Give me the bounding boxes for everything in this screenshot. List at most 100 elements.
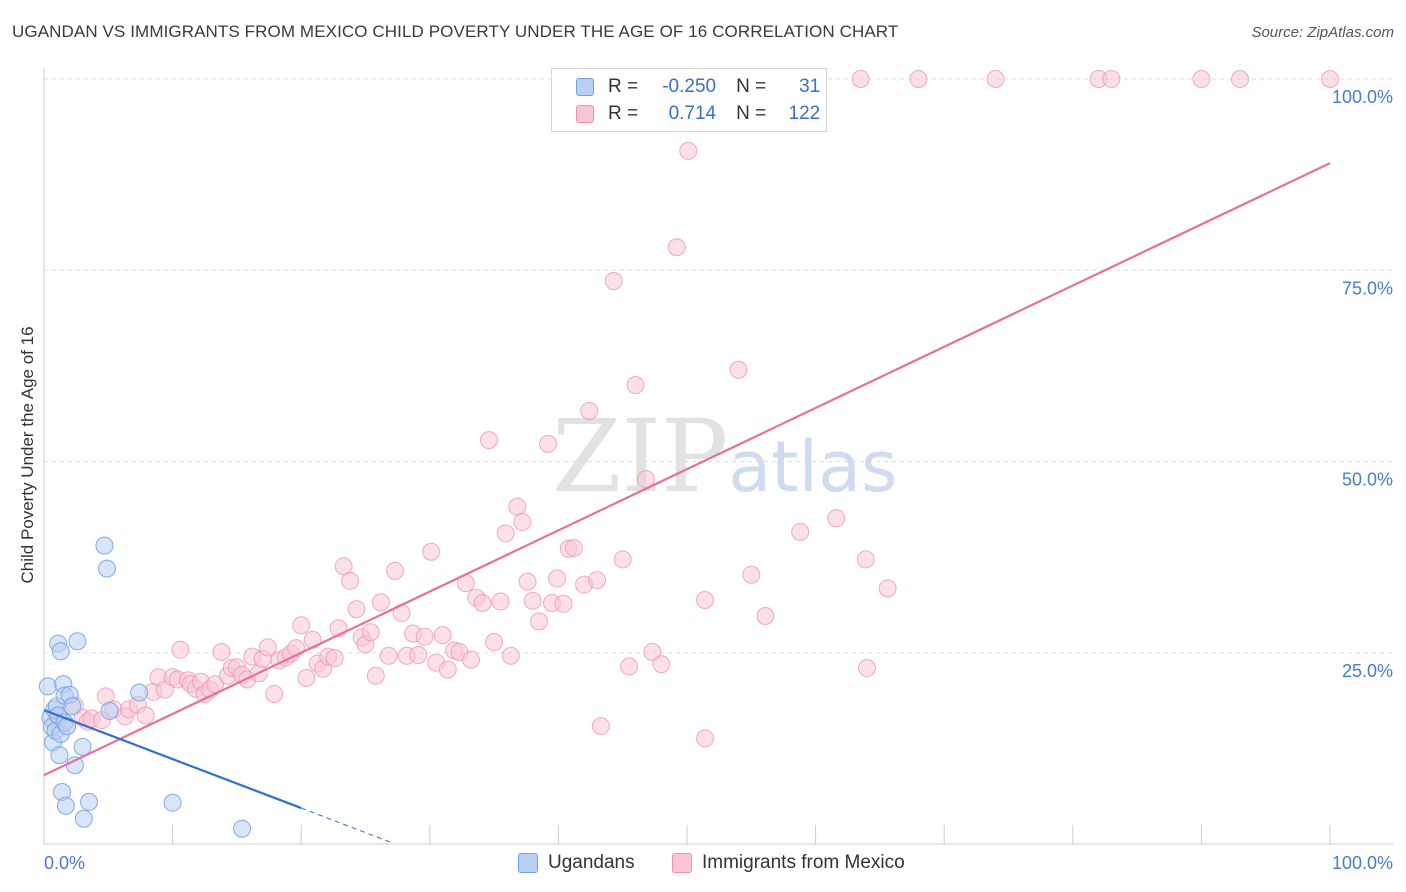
mexico-point bbox=[604, 271, 623, 290]
mexico-point bbox=[422, 542, 441, 561]
ugandan-point bbox=[130, 683, 149, 702]
ugandan-point bbox=[233, 819, 252, 838]
mexico-point bbox=[856, 550, 875, 569]
source-label: Source: ZipAtlas.com bbox=[1251, 24, 1394, 41]
mexico-point bbox=[366, 666, 385, 685]
legend-row-mexico: R = 0.714 N = 122 bbox=[576, 102, 820, 126]
mexico-point bbox=[415, 627, 434, 646]
mexico-point bbox=[461, 650, 480, 669]
legend-n-label: N = bbox=[736, 103, 767, 124]
ugandan-point bbox=[63, 697, 82, 716]
mexico-point bbox=[409, 646, 428, 665]
y-tick-label: 100.0% bbox=[1332, 87, 1393, 107]
mexico-point bbox=[791, 522, 810, 541]
tick-labels: 25.0% 50.0% 75.0% 100.0% 0.0% 100.0% bbox=[44, 87, 1393, 873]
y-tick-label: 25.0% bbox=[1342, 661, 1393, 681]
mexico-point bbox=[851, 70, 870, 88]
mexico-point bbox=[548, 569, 567, 588]
mexico-point bbox=[292, 616, 311, 635]
legend-label-ugandans: Ugandans bbox=[548, 852, 635, 873]
mexico-point bbox=[371, 593, 390, 612]
mexico-point bbox=[643, 642, 662, 661]
mexico-point bbox=[613, 550, 632, 569]
legend-r-label: R = bbox=[608, 103, 639, 124]
mexico-point bbox=[1321, 70, 1339, 88]
mexico-point bbox=[379, 646, 398, 665]
mexico-point bbox=[501, 646, 520, 665]
mexico-point bbox=[696, 590, 715, 609]
ugandan-point bbox=[68, 632, 87, 651]
mexico-point bbox=[473, 594, 492, 613]
ugandan-point bbox=[38, 677, 57, 696]
ugandan-point bbox=[98, 559, 117, 578]
legend-r-value: -0.250 bbox=[662, 76, 717, 97]
chart-title: UGANDAN VS IMMIGRANTS FROM MEXICO CHILD … bbox=[12, 22, 899, 41]
mexico-point bbox=[513, 512, 532, 531]
legend-swatch-blue bbox=[518, 853, 538, 873]
series-legend: Ugandans Immigrants from Mexico bbox=[0, 852, 1406, 878]
correlation-legend: R = -0.250 N = 31 R = 0.714 N = 122 bbox=[551, 68, 827, 132]
x-tick-label-min: 0.0% bbox=[44, 853, 85, 873]
legend-swatch-blue bbox=[576, 78, 594, 96]
mexico-point bbox=[491, 592, 510, 611]
mexico-point bbox=[827, 509, 846, 528]
x-tick-label-max: 100.0% bbox=[1332, 853, 1393, 873]
mexico-point bbox=[580, 402, 599, 421]
mexico-point bbox=[438, 660, 457, 679]
axes bbox=[43, 68, 1393, 845]
ugandan-point bbox=[163, 793, 182, 812]
watermark-atlas: atlas bbox=[728, 426, 898, 508]
trend-lines bbox=[43, 162, 1331, 843]
legend-label-mexico: Immigrants from Mexico bbox=[702, 852, 905, 873]
mexico-point bbox=[386, 561, 405, 580]
mexico-point bbox=[341, 571, 360, 590]
watermark-zip: ZIP bbox=[552, 398, 729, 515]
mexico-point bbox=[325, 649, 344, 668]
mexico-point bbox=[1102, 70, 1121, 88]
mexico-point bbox=[652, 655, 671, 674]
mexico-point bbox=[303, 630, 322, 649]
y-tick-label: 75.0% bbox=[1342, 278, 1393, 298]
mexico-point bbox=[564, 538, 583, 557]
legend-row-ugandans: R = -0.250 N = 31 bbox=[576, 75, 820, 99]
mexico-point bbox=[530, 612, 549, 631]
mexico-point bbox=[667, 238, 686, 257]
mexico-point bbox=[212, 642, 231, 661]
mexico-point bbox=[518, 572, 537, 591]
legend-r-value: 0.714 bbox=[668, 103, 717, 124]
mexico-point bbox=[858, 659, 877, 678]
mexico-point bbox=[986, 70, 1005, 88]
mexico-point bbox=[878, 579, 897, 598]
mexico-point bbox=[1192, 70, 1211, 88]
mexico-point bbox=[347, 600, 366, 619]
mexico-trend-line bbox=[43, 162, 1331, 777]
mexico-point bbox=[508, 497, 527, 516]
mexico-point bbox=[485, 633, 504, 652]
ugandan-trend-line bbox=[43, 709, 302, 810]
mexico-point bbox=[136, 706, 155, 725]
mexico-point bbox=[729, 360, 748, 379]
watermark: ZIPatlas bbox=[552, 398, 897, 515]
mexico-point bbox=[479, 431, 498, 450]
ugandan-point bbox=[80, 792, 99, 811]
legend-swatch-pink bbox=[672, 853, 692, 873]
mexico-point bbox=[433, 626, 452, 645]
mexico-point bbox=[679, 141, 698, 160]
mexico-point bbox=[258, 638, 277, 657]
legend-r-label: R = bbox=[608, 76, 639, 97]
ugandan-point bbox=[95, 536, 114, 555]
mexico-point bbox=[554, 594, 573, 613]
mexico-point bbox=[587, 571, 606, 590]
ugandan-point bbox=[51, 642, 70, 661]
legend-item-ugandans: Ugandans bbox=[518, 852, 635, 874]
legend-n-value: 122 bbox=[788, 103, 821, 124]
legend-item-mexico: Immigrants from Mexico bbox=[672, 852, 905, 874]
ugandan-point bbox=[73, 737, 92, 756]
grid-lines bbox=[44, 78, 1393, 654]
mexico-point bbox=[539, 434, 558, 453]
mexico-point bbox=[756, 607, 775, 626]
mexico-point bbox=[742, 565, 761, 584]
mexico-point bbox=[1230, 70, 1249, 88]
series-ugandans-points bbox=[38, 536, 252, 838]
